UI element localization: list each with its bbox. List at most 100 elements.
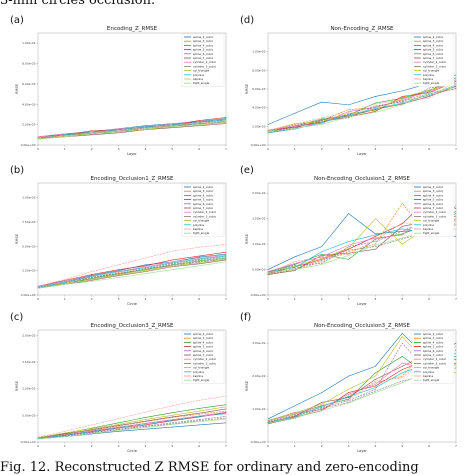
data-point bbox=[198, 257, 200, 259]
data-point bbox=[198, 124, 200, 125]
data-point bbox=[171, 269, 173, 271]
data-point bbox=[348, 248, 349, 250]
data-point bbox=[118, 132, 119, 134]
x-tick-label: 6 bbox=[198, 147, 200, 151]
x-axis-label: Layer bbox=[357, 302, 367, 306]
data-point bbox=[428, 89, 430, 91]
data-point bbox=[64, 432, 66, 434]
series-line bbox=[267, 84, 457, 132]
data-point bbox=[118, 275, 119, 276]
data-point bbox=[455, 342, 457, 344]
data-point bbox=[348, 259, 349, 260]
data-point bbox=[455, 346, 457, 347]
legend-label: spline_6_cubic bbox=[423, 52, 444, 56]
caption-bottom: Fig. 12. Reconstructed Z RMSE for ordina… bbox=[0, 460, 419, 475]
data-point bbox=[198, 420, 200, 422]
data-point bbox=[455, 236, 457, 237]
data-point bbox=[267, 124, 269, 125]
legend-box bbox=[411, 33, 455, 87]
data-point bbox=[225, 406, 227, 408]
data-point bbox=[348, 244, 349, 246]
data-point bbox=[455, 367, 457, 369]
data-point bbox=[455, 83, 457, 84]
data-point bbox=[348, 252, 349, 254]
series-line bbox=[37, 255, 227, 288]
data-point bbox=[294, 268, 296, 269]
data-point bbox=[401, 369, 403, 370]
data-point bbox=[375, 233, 376, 235]
data-point bbox=[375, 102, 376, 104]
data-point bbox=[118, 277, 119, 278]
data-point bbox=[198, 265, 200, 267]
data-point bbox=[118, 424, 119, 425]
y-tick-label: 0.00e+00 bbox=[251, 293, 266, 297]
series-line bbox=[267, 80, 457, 131]
y-axis-label: RMSE bbox=[15, 381, 19, 391]
data-point bbox=[455, 83, 457, 85]
data-point bbox=[401, 356, 403, 357]
data-point bbox=[37, 285, 39, 287]
series-line bbox=[37, 408, 227, 439]
data-point bbox=[375, 105, 376, 107]
data-point bbox=[348, 397, 349, 398]
legend-label: spline_3_cubic bbox=[193, 336, 214, 340]
x-tick-label: 3 bbox=[348, 297, 350, 301]
data-point bbox=[375, 372, 376, 374]
data-point bbox=[37, 287, 39, 289]
data-point bbox=[321, 264, 323, 265]
data-point bbox=[37, 438, 39, 440]
panel-d: (d) Non-Encoding_Z_RMSE 0.00e+00 2.00e-03 4… bbox=[238, 15, 466, 160]
legend-label: spline_6_cubic bbox=[193, 349, 214, 353]
data-point bbox=[348, 393, 349, 395]
data-point bbox=[64, 435, 66, 437]
legend-label: tight_single bbox=[193, 231, 209, 235]
legend-label: cylinder_3_cubic bbox=[423, 64, 447, 68]
legend-label: bspline bbox=[193, 227, 203, 231]
series-line bbox=[37, 395, 227, 438]
y-tick-label: 1.50e-02 bbox=[252, 217, 266, 221]
legend-box bbox=[181, 33, 225, 87]
y-tick-label: 2.00e-02 bbox=[252, 191, 266, 195]
legend-label: spline_7_cubic bbox=[193, 353, 214, 357]
legend-label: cylinder_2_cubic bbox=[423, 357, 447, 361]
legend-label: cylinder_2_cubic bbox=[423, 210, 447, 214]
x-tick-label: 7 bbox=[455, 147, 457, 151]
series-line bbox=[267, 88, 457, 132]
data-point bbox=[401, 365, 403, 367]
y-tick-label: 2.00e-02 bbox=[22, 333, 36, 337]
data-point bbox=[294, 413, 296, 415]
data-point bbox=[267, 273, 269, 275]
data-point bbox=[321, 392, 323, 393]
x-tick-label: 5 bbox=[171, 444, 173, 448]
data-point bbox=[375, 103, 376, 105]
series-line bbox=[267, 84, 457, 134]
data-point bbox=[294, 125, 296, 127]
series-line bbox=[37, 120, 227, 140]
data-point bbox=[145, 270, 146, 272]
x-tick-label: 6 bbox=[198, 444, 200, 448]
data-point bbox=[321, 405, 323, 407]
data-point bbox=[64, 281, 66, 283]
data-point bbox=[401, 90, 403, 92]
y-tick-label: 6.00e-03 bbox=[22, 82, 36, 86]
y-axis-label: RMSE bbox=[245, 381, 249, 391]
legend-box bbox=[181, 183, 225, 237]
data-point bbox=[198, 424, 200, 426]
data-point bbox=[91, 281, 93, 282]
data-point bbox=[267, 422, 269, 424]
data-point bbox=[171, 259, 173, 261]
data-point bbox=[225, 422, 227, 424]
data-point bbox=[294, 256, 296, 258]
legend-label: polyline bbox=[193, 73, 204, 77]
data-point bbox=[145, 422, 146, 424]
data-point bbox=[198, 125, 200, 127]
data-point bbox=[455, 81, 457, 82]
data-point bbox=[198, 256, 200, 258]
data-point bbox=[145, 425, 146, 427]
data-point bbox=[198, 255, 200, 257]
data-point bbox=[145, 423, 146, 425]
data-point bbox=[455, 85, 457, 87]
x-tick-label: 5 bbox=[401, 147, 403, 151]
data-point bbox=[375, 379, 376, 380]
data-point bbox=[321, 251, 323, 253]
